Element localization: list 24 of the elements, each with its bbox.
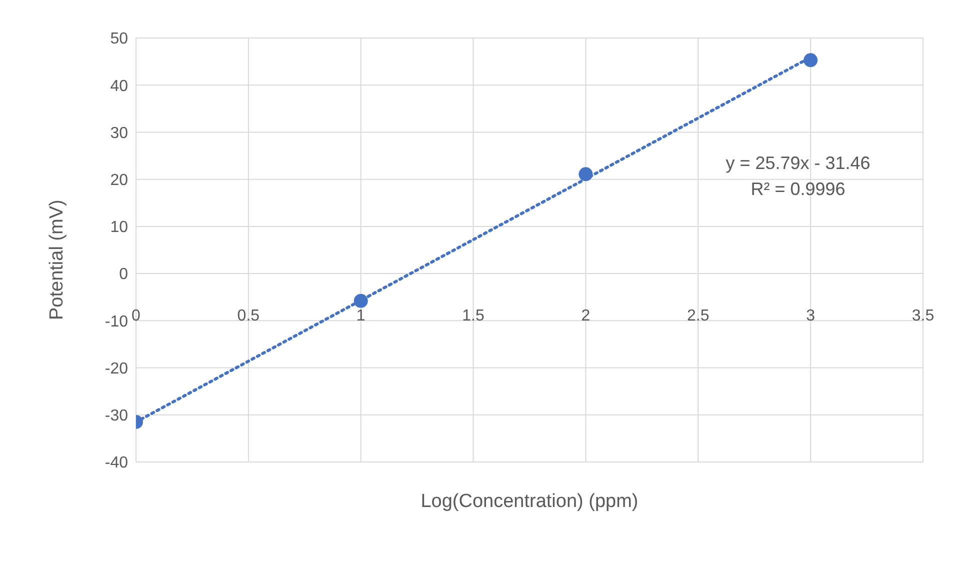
x-axis-title: Log(Concentration) (ppm): [420, 491, 638, 512]
point: [578, 167, 593, 182]
annotation: R² = 0.9996: [750, 178, 846, 201]
x-tick-label: 2: [581, 307, 590, 324]
y-tick-label: 50: [110, 30, 128, 48]
y-tick-label: 40: [110, 78, 128, 95]
y-tick-label: -10: [104, 313, 128, 330]
x-tick-label: 0.5: [237, 307, 260, 324]
x-tick-label: 1.5: [462, 307, 485, 324]
y-tick-label: 20: [110, 172, 128, 190]
point: [804, 53, 818, 68]
y-axis-title: Potential (mV): [46, 200, 68, 320]
y-tick-label: 30: [110, 124, 128, 142]
x-tick-label: 0: [132, 307, 141, 324]
x-tick-label: 3.5: [912, 307, 934, 324]
y-tick-label: -20: [104, 360, 128, 378]
y-tick-label: 0: [119, 266, 128, 284]
y-tick-label: -40: [104, 454, 128, 472]
x-tick-label: 2.5: [687, 307, 710, 324]
x-tick-label: 1: [356, 307, 366, 324]
x-tick-label: 3: [806, 307, 816, 324]
y-tick-label: 10: [110, 219, 128, 236]
y-tick-label: -30: [104, 408, 128, 425]
annotation: y = 25.79x - 31.46: [724, 152, 872, 175]
